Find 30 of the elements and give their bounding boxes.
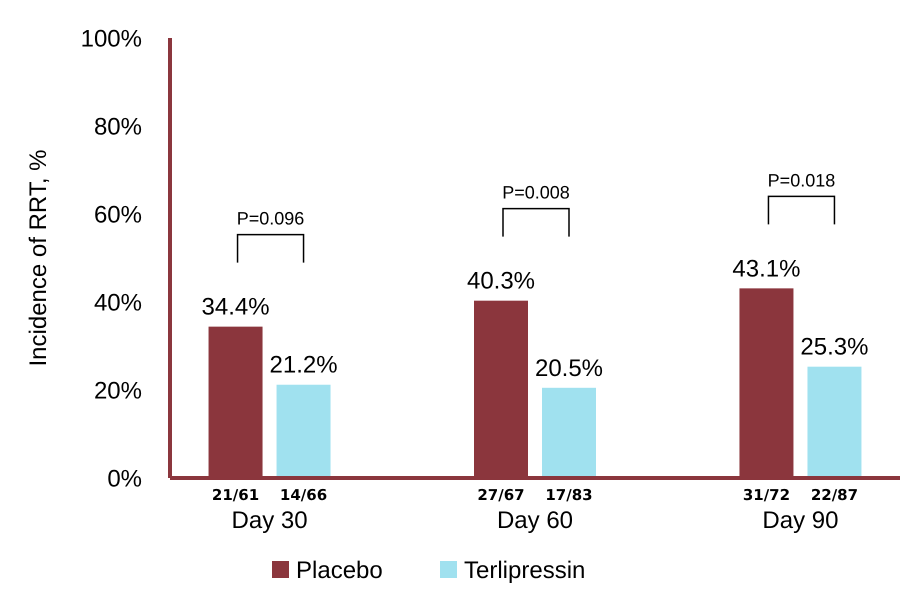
data-label: 34.4% xyxy=(202,294,270,321)
text: 21/61 xyxy=(212,486,260,504)
text: 22/87 xyxy=(810,486,858,504)
x-tick-label: Day 30 xyxy=(232,507,308,534)
y-tick-label: 0% xyxy=(107,465,142,492)
y-axis-title: Incidence of RRT, % xyxy=(25,150,52,366)
x-tick-label: Day 60 xyxy=(496,507,574,534)
annotation: P=0.018 xyxy=(768,170,836,190)
data-label: 40.3% xyxy=(466,268,536,295)
text: 14/66 xyxy=(280,486,328,504)
x-tick-label: Day 90 xyxy=(762,507,838,534)
data-label: 20.5% xyxy=(534,354,604,382)
text: 27/67 xyxy=(477,486,525,504)
y-tick-label: 40% xyxy=(94,289,142,316)
y-tick-label: 80% xyxy=(94,113,142,140)
bar xyxy=(542,388,596,478)
data-label: 43.1% xyxy=(732,255,800,282)
text: 17/83 xyxy=(545,486,593,504)
annotation: P=0.008 xyxy=(502,182,570,203)
annotation: P=0.096 xyxy=(236,208,304,229)
y-tick-label: 100% xyxy=(80,25,142,52)
bar xyxy=(807,366,862,478)
y-tick-label: 20% xyxy=(94,377,142,404)
legend-label: Terlipressin xyxy=(464,557,586,584)
text: 31/72 xyxy=(742,486,790,504)
y-tick-label: 60% xyxy=(94,201,142,228)
legend-label: Placebo xyxy=(296,557,383,584)
data-label: 25.3% xyxy=(800,334,868,361)
bar xyxy=(276,384,331,478)
data-label: 21.2% xyxy=(270,352,338,379)
